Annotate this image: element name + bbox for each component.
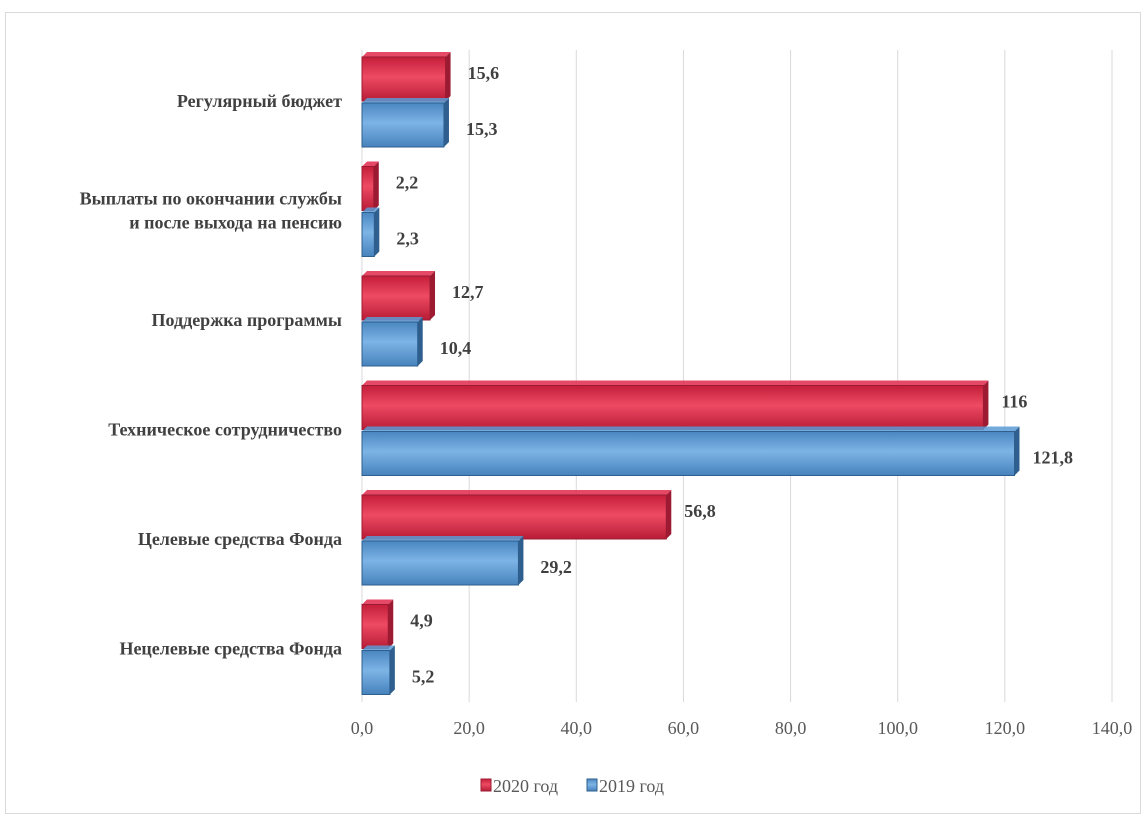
category-label: Выплаты по окончании службы	[80, 189, 342, 209]
legend: 2020 год 2019 год	[480, 776, 664, 796]
data-label: 29,2	[540, 557, 572, 577]
x-tick-label: 0,0	[351, 718, 374, 738]
bar-series-2020	[361, 380, 989, 430]
x-tick-label: 20,0	[453, 718, 485, 738]
bar-series-2019	[361, 426, 1020, 476]
bar-series-2020	[361, 161, 379, 211]
x-tick-label: 80,0	[775, 718, 807, 738]
bars	[361, 52, 1020, 695]
data-label: 121,8	[1033, 448, 1074, 468]
legend-label: 2020 год	[493, 776, 558, 796]
legend-swatch	[480, 778, 492, 792]
gridlines	[361, 50, 1113, 702]
data-label: 4,9	[410, 611, 433, 631]
bar-series-2020	[361, 599, 394, 649]
category-label: Целевые средства Фонда	[138, 529, 342, 549]
bar-series-2019	[361, 98, 449, 148]
category-label: Техническое сотрудничество	[108, 420, 342, 440]
category-label: Нецелевые средства Фонда	[119, 639, 342, 659]
bar-series-2020	[361, 271, 436, 321]
data-label: 2,2	[396, 173, 419, 193]
data-label: 15,3	[466, 119, 498, 139]
x-tick-label: 100,0	[877, 718, 918, 738]
data-label: 15,6	[468, 63, 500, 83]
category-label: Регулярный бюджет	[177, 91, 342, 111]
x-tick-label: 120,0	[985, 718, 1026, 738]
value-labels: 15,6 15,3 2,2 2,3 12,7 10,4 116 121,8 56,8 29,2 4,…	[396, 63, 1073, 687]
category-labels: Регулярный бюджет Выплаты по окончании сл…	[80, 91, 343, 659]
x-tick-label: 40,0	[561, 718, 593, 738]
data-label: 2,3	[396, 229, 419, 249]
category-label: и после выхода на пенсию	[129, 213, 342, 233]
chart-frame	[5, 12, 1141, 814]
x-axis-ticks: 0,0 20,0 40,0 60,0 80,0 100,0 120,0 140,0	[351, 718, 1133, 738]
bar-series-2019	[361, 645, 395, 695]
x-tick-label: 140,0	[1092, 718, 1133, 738]
bar-series-2019	[361, 207, 380, 257]
data-label: 12,7	[452, 282, 484, 302]
bar-series-2020	[361, 52, 451, 102]
x-tick-label: 60,0	[668, 718, 700, 738]
data-label: 5,2	[412, 667, 435, 687]
data-label: 10,4	[440, 338, 472, 358]
category-label: Поддержка программы	[152, 310, 343, 330]
bar-series-2019	[361, 317, 423, 367]
data-label: 56,8	[684, 501, 716, 521]
bar-series-2019	[361, 536, 524, 586]
legend-swatch	[586, 778, 598, 792]
data-label: 116	[1001, 392, 1027, 412]
legend-label: 2019 год	[599, 776, 664, 796]
bar-series-2020	[361, 490, 672, 540]
